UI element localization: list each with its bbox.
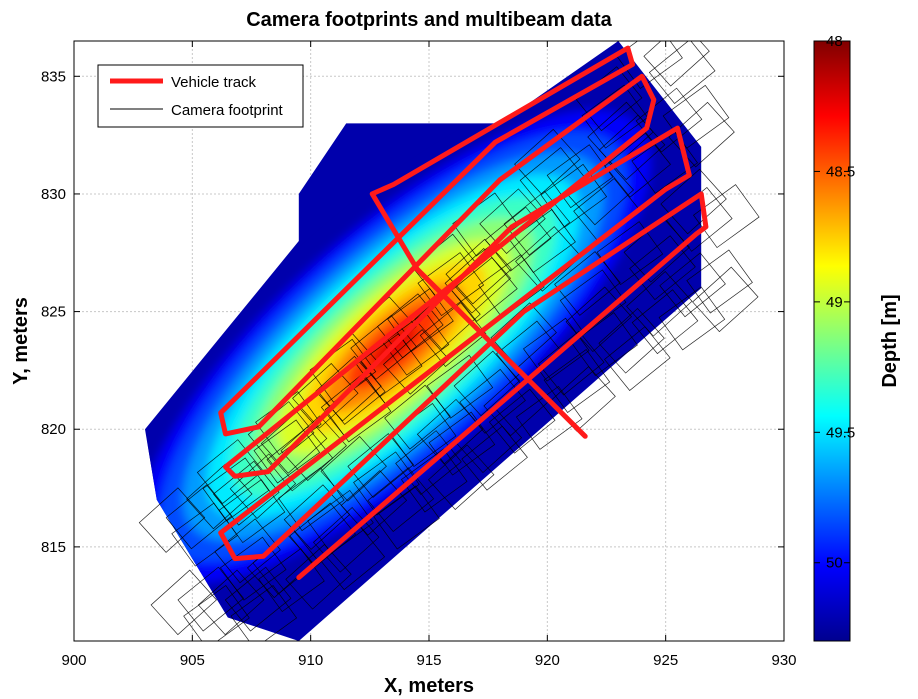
colorbar-tick-label: 48.5 — [826, 163, 855, 180]
camera-footprint — [540, 163, 608, 228]
camera-footprint — [400, 448, 468, 513]
camera-footprint — [214, 518, 281, 584]
camera-footprint — [350, 315, 417, 380]
camera-footprint — [219, 536, 287, 601]
camera-footprint — [515, 226, 582, 292]
x-tick-label: 915 — [416, 652, 441, 669]
camera-footprint — [479, 188, 546, 254]
camera-footprint — [693, 184, 760, 249]
camera-footprint — [459, 368, 526, 434]
camera-footprint — [266, 426, 334, 492]
legend-track-label: Vehicle track — [171, 74, 257, 91]
x-tick-label: 925 — [653, 652, 678, 669]
camera-footprint — [183, 585, 250, 641]
camera-footprint — [150, 569, 217, 636]
x-tick-label: 910 — [298, 652, 323, 669]
camera-footprint — [197, 569, 265, 636]
y-axis-label: Y, meters — [10, 297, 32, 385]
camera-footprint — [571, 312, 638, 377]
colorbar-tick-label: 50 — [826, 555, 843, 572]
x-tick-label: 920 — [535, 652, 560, 669]
vehicle-track-line — [218, 45, 709, 580]
camera-footprint — [503, 190, 571, 256]
camera-footprint — [658, 286, 726, 351]
camera-footprint — [659, 252, 726, 318]
x-axis: 900 905 910 915 920 925 930 — [61, 41, 797, 669]
colorbar-tick-label: 49.5 — [826, 424, 855, 441]
survey-layer — [138, 41, 760, 641]
camera-footprint — [428, 411, 496, 476]
camera-footprints — [138, 41, 760, 641]
camera-footprint — [367, 467, 435, 532]
camera-footprint — [426, 354, 494, 419]
x-tick-label: 930 — [771, 652, 796, 669]
camera-footprint — [604, 326, 671, 391]
y-tick-label: 830 — [41, 186, 66, 203]
chart-title: Camera footprints and multibeam data — [246, 9, 612, 31]
camera-footprint — [196, 439, 264, 504]
camera-footprint — [285, 544, 352, 610]
y-tick-label: 835 — [41, 68, 66, 85]
camera-footprint — [629, 235, 696, 301]
camera-footprint — [488, 388, 556, 454]
camera-footprint — [596, 221, 664, 286]
camera-footprint — [138, 487, 206, 553]
camera-footprint — [428, 444, 495, 510]
camera-footprint — [224, 566, 292, 632]
camera-footprint — [484, 206, 552, 272]
legend: Vehicle track Camera footprint — [97, 64, 304, 128]
camera-footprint — [340, 470, 408, 536]
camera-footprint — [451, 257, 518, 322]
camera-footprint — [546, 144, 614, 209]
x-tick-label: 900 — [61, 652, 86, 669]
camera-footprint — [383, 329, 450, 395]
camera-footprint — [643, 41, 710, 87]
y-axis: 815 820 825 830 835 — [41, 68, 784, 556]
legend-footprint-label: Camera footprint — [171, 102, 284, 119]
camera-footprint — [648, 41, 716, 104]
colorbar-tick-label: 49 — [826, 294, 843, 311]
camera-footprint — [515, 385, 583, 450]
camera-footprint — [283, 484, 351, 550]
x-axis-label: X, meters — [384, 675, 474, 697]
colorbar-tick-label: 48 — [826, 33, 843, 50]
camera-footprint — [537, 330, 605, 396]
colorbar-gradient — [814, 41, 850, 641]
colorbar-ticks: 48 48.5 49 49.5 50 — [814, 33, 855, 572]
camera-footprint — [660, 168, 727, 235]
camera-footprint — [461, 425, 528, 491]
camera-footprint — [165, 484, 233, 550]
y-tick-label: 815 — [41, 539, 66, 556]
colorbar-frame — [813, 40, 851, 642]
camera-footprint — [626, 271, 693, 337]
camera-footprint — [387, 288, 454, 353]
camera-footprint — [419, 302, 487, 367]
camera-footprint — [382, 311, 450, 376]
camera-footprint — [604, 132, 671, 198]
camera-footprint — [253, 419, 321, 484]
camera-footprint — [373, 485, 440, 550]
colorbar: 48 48.5 49 49.5 50 Depth [m] — [813, 33, 901, 642]
y-tick-label: 820 — [41, 421, 66, 438]
camera-footprint — [598, 308, 665, 374]
camera-footprint — [229, 453, 297, 519]
camera-footprint — [445, 238, 512, 305]
camera-footprint — [514, 128, 581, 195]
camera-footprint — [186, 463, 253, 530]
camera-footprint — [616, 41, 683, 89]
camera-footprint — [292, 363, 359, 429]
camera-footprint — [280, 415, 347, 481]
camera-footprint — [631, 289, 699, 355]
camera-footprint — [692, 266, 759, 333]
colorbar-label: Depth [m] — [879, 294, 901, 387]
x-tick-label: 905 — [180, 652, 205, 669]
y-tick-label: 825 — [41, 304, 66, 321]
legend-box — [97, 64, 304, 128]
camera-footprint — [230, 585, 298, 641]
